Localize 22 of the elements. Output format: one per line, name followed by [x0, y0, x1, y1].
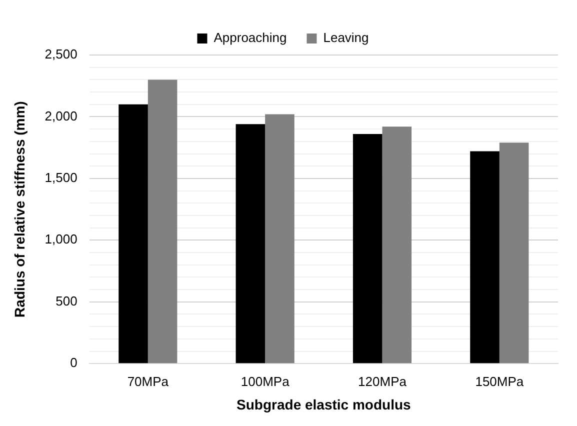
legend-label: Leaving — [323, 30, 369, 46]
x-axis-title: Subgrade elastic modulus — [236, 396, 412, 412]
y-tick-label: 2,500 — [44, 46, 78, 62]
bar — [265, 114, 294, 364]
x-tick-label: 150MPa — [475, 374, 524, 389]
y-tick-label: 1,500 — [44, 170, 78, 186]
x-tick-label: 120MPa — [358, 374, 408, 389]
bar — [148, 80, 178, 364]
y-tick-label: 1,000 — [44, 232, 78, 247]
x-tick-label: 100MPa — [240, 374, 290, 389]
bar — [382, 126, 412, 364]
bar — [236, 124, 266, 364]
x-tick-label: 70MPa — [127, 374, 170, 389]
y-tick-label: 500 — [56, 293, 78, 308]
legend-label: Approaching — [214, 30, 287, 46]
bar — [470, 151, 500, 364]
y-tick-label: 0 — [70, 355, 78, 370]
y-tick-label: 2,000 — [44, 108, 78, 124]
bar — [118, 104, 148, 364]
y-axis-title: Radius of relative stiffness (mm) — [11, 101, 28, 318]
bar — [352, 134, 382, 364]
bar — [499, 142, 529, 364]
